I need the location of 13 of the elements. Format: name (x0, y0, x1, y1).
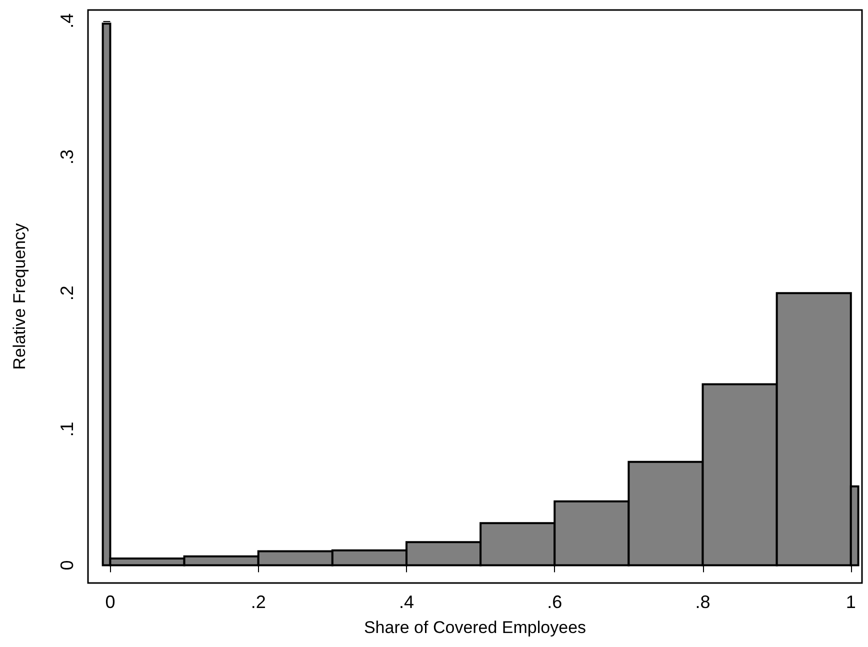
y-tick-label: .3 (57, 149, 77, 164)
x-axis-title: Share of Covered Employees (364, 618, 586, 637)
y-axis-title: Relative Frequency (10, 222, 29, 370)
y-tick-label: .1 (57, 422, 77, 437)
x-tick-label: .2 (250, 592, 266, 612)
y-tick-label: .2 (57, 286, 77, 301)
x-tick-label: 1 (846, 592, 856, 612)
x-tick-label: .8 (695, 592, 710, 612)
x-tick-label: 0 (105, 592, 116, 612)
x-tick-label: .4 (398, 592, 414, 612)
x-tick-label: .6 (547, 592, 562, 612)
y-tick-label: 0 (57, 560, 77, 570)
y-tick-label: .4 (57, 13, 77, 28)
